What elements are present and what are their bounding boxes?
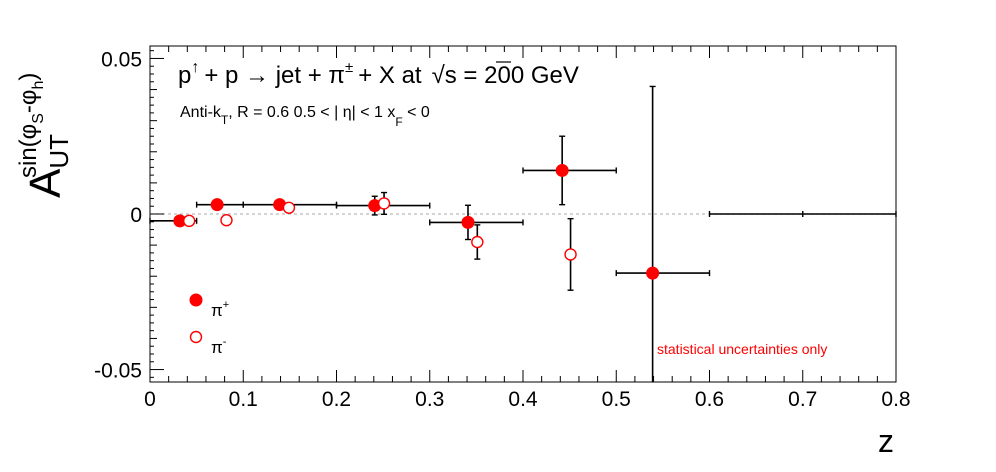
y-axis-title: AUT sin(φS-φh) xyxy=(15,73,74,198)
y-tick-labels: 0.05 0 -0.05 xyxy=(94,48,142,382)
legend-marker-pi-plus xyxy=(189,293,203,307)
x-tick-labels: 0 0.1 0.2 0.3 0.4 0.5 0.6 0.7 0.8 xyxy=(144,388,910,411)
data-point-pi-minus xyxy=(220,214,233,227)
error-bars xyxy=(149,85,897,382)
x-tick-label: 0.6 xyxy=(695,388,724,411)
data-point-pi-minus xyxy=(182,214,196,228)
y-tick-label: -0.05 xyxy=(94,360,142,383)
legend-label-pi-minus: π- xyxy=(211,336,227,357)
svg-text:sin(φS-φh): sin(φS-φh) xyxy=(15,73,47,178)
x-tick-label: 0.3 xyxy=(415,388,444,411)
uncertainty-note: statistical uncertainties only xyxy=(657,341,827,357)
data-point-pi-plus xyxy=(555,163,569,177)
legend: π+ π- xyxy=(189,293,229,357)
data-point-pi-plus xyxy=(210,198,224,212)
data-point-pi-minus xyxy=(471,235,484,249)
x-tick-label: 0.1 xyxy=(229,388,258,411)
x-tick-label: 0.4 xyxy=(508,388,538,411)
data-point-pi-plus xyxy=(461,215,475,229)
data-point-pi-plus xyxy=(173,214,187,228)
x-tick-label: 0.2 xyxy=(322,388,351,411)
x-tick-label: 0.7 xyxy=(788,388,817,411)
data-point-pi-minus xyxy=(564,248,577,261)
y-tick-label: 0 xyxy=(130,204,142,227)
legend-label-pi-plus: π+ xyxy=(211,299,229,320)
chart-subtitle: Anti-kT, R = 0.6 0.5 < | η| < 1 xF < 0 xyxy=(180,104,430,129)
data-point-pi-minus xyxy=(282,201,296,214)
data-point-pi-plus xyxy=(646,266,660,280)
data-point-pi-minus xyxy=(377,197,391,210)
x-axis-title: z xyxy=(878,423,894,459)
legend-marker-pi-minus xyxy=(189,330,203,344)
y-tick-label: 0.05 xyxy=(101,48,142,71)
chart-title: p↑ + p → jet + π± + X at √s = 200 GeV xyxy=(178,59,579,89)
axis-ticks xyxy=(149,46,897,382)
x-tick-label: 0.5 xyxy=(602,388,631,411)
x-tick-label: 0 xyxy=(144,388,156,411)
data-markers xyxy=(173,163,660,280)
svg-text:AUT: AUT xyxy=(21,134,74,198)
x-tick-label: 0.8 xyxy=(881,388,910,411)
